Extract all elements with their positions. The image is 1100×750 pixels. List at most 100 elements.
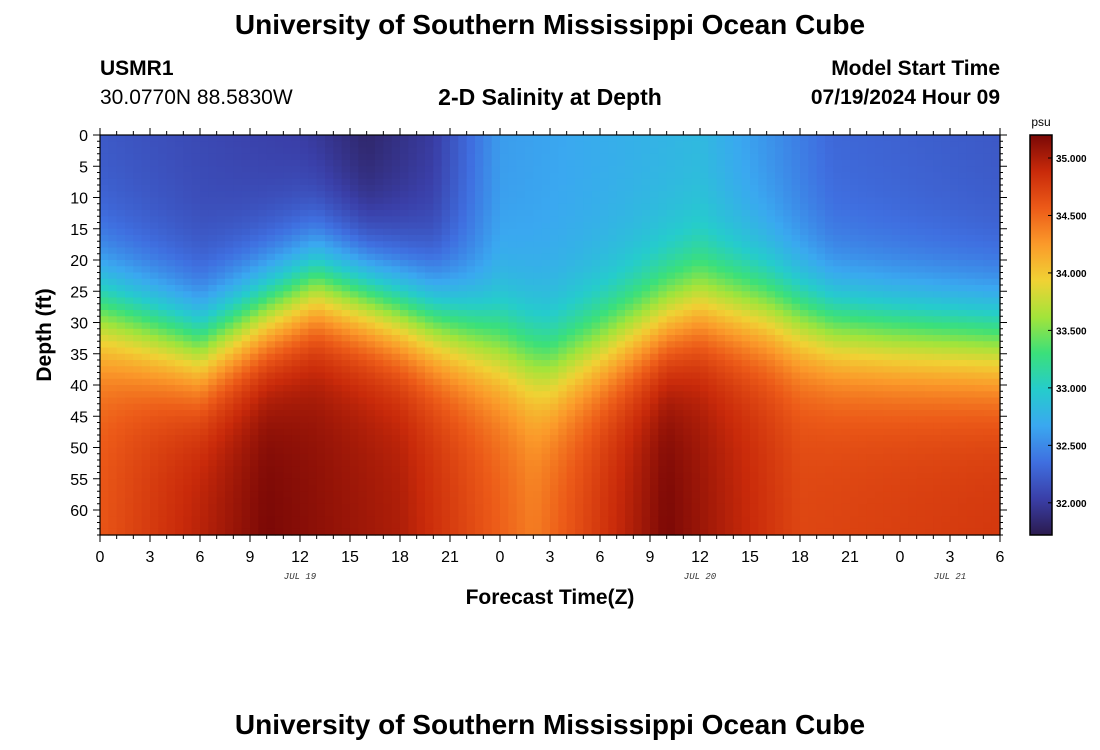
heatmap-cell [416,278,426,286]
heatmap-cell [141,191,151,199]
heatmap-cell [625,147,634,155]
heatmap-cell [400,466,409,474]
heatmap-cell [575,235,584,242]
heatmap-cell [466,497,476,505]
heatmap-cell [483,366,493,374]
heatmap-cell [450,185,459,192]
heatmap-cell [191,160,201,167]
heatmap-cell [675,291,684,299]
heatmap-cell [616,328,626,336]
heatmap-cell [316,253,326,261]
heatmap-cell [583,247,593,255]
heatmap-cell [291,341,301,349]
heatmap-cell [541,335,551,342]
heatmap-cell [416,316,426,324]
heatmap-cell [441,328,451,336]
heatmap-cell [141,478,151,486]
heatmap-cell [733,278,743,286]
heatmap-cell [258,210,268,217]
heatmap-cell [533,235,543,242]
heatmap-cell [200,341,209,349]
heatmap-cell [266,228,276,236]
heatmap-cell [308,216,318,224]
heatmap-cell [116,510,126,517]
heatmap-cell [108,416,118,424]
heatmap-cell [375,372,384,380]
heatmap-cell [566,478,576,486]
heatmap-cell [466,160,476,167]
heatmap-cell [658,235,668,242]
heatmap-cell [591,241,601,249]
heatmap-cell [150,303,159,311]
heatmap-cell [550,528,559,536]
heatmap-cell [375,403,384,411]
heatmap-cell [333,185,343,192]
heatmap-cell [291,366,301,374]
heatmap-cell [183,203,193,211]
heatmap-cell [741,385,751,392]
heatmap-cell [466,516,476,524]
heatmap-cell [216,403,226,411]
heatmap-cell [158,310,168,317]
heatmap-cell [641,222,651,230]
heatmap-cell [416,366,426,374]
heatmap-cell [133,203,143,211]
heatmap-cell [508,403,518,411]
heatmap-cell [716,141,726,149]
heatmap-cell [508,478,518,486]
heatmap-cell [558,353,568,361]
heatmap-cell [691,172,701,180]
heatmap-cell [591,485,601,492]
heatmap-cell [608,303,618,311]
heatmap-cell [125,360,134,367]
heatmap-cell [225,353,234,361]
heatmap-cell [225,178,234,186]
heatmap-cell [491,478,501,486]
heatmap-cell [508,347,518,355]
heatmap-cell [391,366,401,374]
heatmap-cell [208,403,218,411]
heatmap-cell [383,297,393,305]
heatmap-cell [183,385,193,392]
heatmap-cell [550,141,559,149]
heatmap-cell [658,285,668,292]
heatmap-cell [300,335,309,342]
heatmap-cell [683,310,693,317]
heatmap-cell [116,353,126,361]
heatmap-cell [541,453,551,461]
heatmap-cell [208,528,218,536]
heatmap-cell [350,260,359,267]
heatmap-cell [316,247,326,255]
heatmap-cell [550,428,559,436]
heatmap-cell [641,478,651,486]
heatmap-cell [333,447,343,455]
heatmap-cell [100,528,109,536]
heatmap-cell [483,141,493,149]
heatmap-cell [508,253,518,261]
heatmap-cell [225,297,234,305]
heatmap-cell [366,210,376,217]
heatmap-cell [233,347,243,355]
heatmap-cell [558,510,568,517]
heatmap-cell [475,310,484,317]
heatmap-cell [675,135,684,142]
heatmap-cell [333,422,343,430]
heatmap-cell [133,153,143,161]
heatmap-cell [275,503,284,511]
heatmap-cell [166,316,176,324]
heatmap-cell [541,503,551,511]
heatmap-cell [391,447,401,455]
heatmap-cell [350,453,359,461]
heatmap-cell [150,491,159,499]
heatmap-cell [275,522,284,530]
heatmap-cell [391,466,401,474]
heatmap-cell [725,497,734,505]
heatmap-cell [550,310,559,317]
heatmap-cell [716,460,726,467]
heatmap-cell [650,441,659,449]
heatmap-cell [233,335,243,342]
heatmap-cell [583,485,593,492]
heatmap-cell [708,303,718,311]
heatmap-cell [383,235,393,242]
heatmap-cell [166,435,176,442]
